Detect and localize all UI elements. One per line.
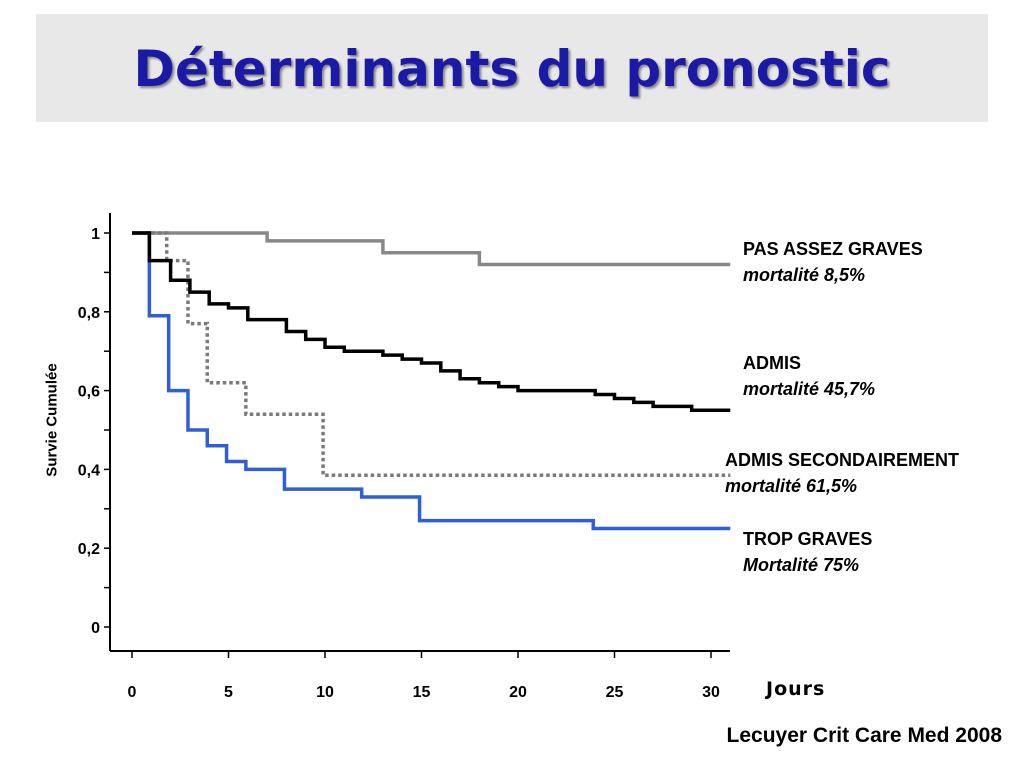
series-mortality-label: mortalité 8,5%: [743, 265, 866, 285]
y-axis-label: Survie Cumulée: [43, 363, 61, 477]
series-line-trop-graves: [132, 231, 731, 531]
x-axis-label: Jours: [766, 678, 826, 700]
legend-trop-graves: TROP GRAVES Mortalité 75%: [743, 526, 872, 578]
y-tick-label: 1: [91, 226, 100, 243]
series-name-label: ADMIS SECONDAIREMENT: [725, 450, 960, 470]
series-name-label: ADMIS: [743, 353, 801, 373]
y-tick-label: 0,2: [78, 541, 100, 558]
slide-title: Déterminants du pronostic: [133, 40, 891, 98]
legend-admis: ADMIS mortalité 45,7%: [743, 350, 875, 402]
x-tick-label: 25: [606, 684, 624, 701]
legend-pas-assez-graves: PAS ASSEZ GRAVES mortalité 8,5%: [743, 236, 923, 288]
y-tick-label: 0,4: [78, 462, 100, 479]
series-mortality-label: Mortalité 75%: [743, 555, 860, 575]
citation: Lecuyer Crit Care Med 2008: [726, 724, 1002, 747]
series-mortality-label: mortalité 45,7%: [743, 379, 876, 399]
series-mortality-label: mortalité 61,5%: [725, 476, 858, 496]
y-tick-label: 0: [91, 620, 100, 637]
y-tick-label: 0,8: [78, 305, 100, 322]
series-line-admis-secondairement: [132, 231, 731, 478]
title-banner: Déterminants du pronostic: [36, 14, 988, 122]
x-tick-label: 15: [413, 684, 431, 701]
y-tick-label: 0,6: [78, 384, 100, 401]
x-tick-label: 0: [128, 684, 137, 701]
series-line-pas-assez-graves: [132, 231, 731, 267]
x-tick-label: 5: [224, 684, 233, 701]
series-name-label: PAS ASSEZ GRAVES: [743, 239, 923, 259]
x-tick-label: 10: [316, 684, 334, 701]
series-name-label: TROP GRAVES: [743, 529, 873, 549]
legend-admis-secondairement: ADMIS SECONDAIREMENT mortalité 61,5%: [725, 447, 959, 499]
x-tick-label: 20: [509, 684, 527, 701]
series-line-admis: [132, 231, 731, 413]
x-tick-label: 30: [702, 684, 720, 701]
